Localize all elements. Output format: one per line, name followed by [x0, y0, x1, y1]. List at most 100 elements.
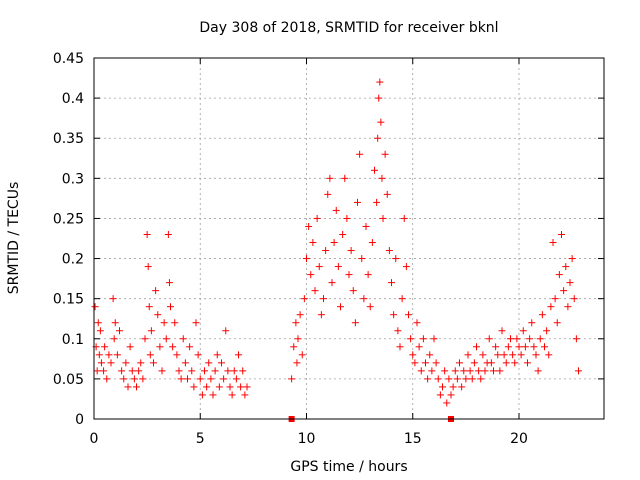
y-tick-label: 0.3: [62, 171, 84, 187]
y-tick-label: 0.35: [53, 131, 84, 147]
data-point: [428, 367, 436, 375]
data-point: [158, 367, 166, 375]
data-point: [100, 367, 108, 375]
data-point: [345, 271, 353, 279]
data-point: [113, 351, 121, 359]
data-point: [378, 174, 386, 182]
data-point: [334, 263, 342, 271]
data-point: [549, 239, 557, 247]
data-point: [572, 335, 580, 343]
data-point: [394, 327, 402, 335]
data-point: [379, 214, 387, 222]
data-point: [453, 375, 461, 383]
data-point: [130, 375, 138, 383]
data-point: [356, 150, 364, 158]
data-point: [373, 198, 381, 206]
data-point: [390, 311, 398, 319]
data-point: [560, 287, 568, 295]
data-point: [126, 343, 134, 351]
data-point: [424, 375, 432, 383]
data-point: [575, 367, 582, 375]
data-point: [532, 351, 540, 359]
data-point: [526, 335, 534, 343]
data-point: [411, 359, 419, 367]
data-point: [220, 375, 228, 383]
data-point: [434, 375, 442, 383]
data-point: [475, 367, 483, 375]
data-point: [141, 335, 149, 343]
data-point: [298, 351, 306, 359]
x-axis-label: GPS time / hours: [290, 459, 407, 475]
data-point: [169, 343, 177, 351]
data-point: [324, 190, 332, 198]
y-tick-label: 0.05: [53, 372, 84, 388]
data-point: [358, 255, 366, 263]
data-point: [156, 343, 164, 351]
data-point: [443, 399, 451, 407]
data-point: [96, 327, 104, 335]
data-point: [407, 335, 415, 343]
axis-ticks: [93, 57, 604, 420]
data-point: [196, 375, 204, 383]
data-point: [485, 335, 493, 343]
plot-frame: [93, 57, 605, 420]
data-point: [177, 375, 185, 383]
chart-title: Day 308 of 2018, SRMTID for receiver bkn…: [199, 20, 498, 36]
data-point: [328, 279, 336, 287]
data-point: [116, 327, 123, 335]
data-point: [430, 335, 438, 343]
x-tick-label: 20: [510, 431, 528, 447]
data-points: [91, 78, 582, 407]
data-point: [377, 118, 385, 126]
data-point: [362, 222, 370, 230]
data-point: [135, 367, 143, 375]
data-point: [150, 359, 157, 367]
data-point: [188, 367, 196, 375]
data-point: [487, 359, 495, 367]
data-point: [215, 383, 223, 391]
data-point: [536, 335, 544, 343]
data-point: [305, 222, 313, 230]
data-point: [201, 367, 208, 375]
data-point: [417, 367, 425, 375]
data-point: [120, 375, 128, 383]
data-point: [517, 351, 525, 359]
data-point: [218, 359, 225, 367]
data-point: [235, 351, 242, 359]
data-point: [107, 359, 115, 367]
y-tick-label: 0: [75, 412, 84, 428]
data-point: [528, 319, 536, 327]
data-point: [477, 375, 485, 383]
data-point: [341, 174, 349, 182]
data-point: [313, 214, 321, 222]
data-point: [432, 359, 440, 367]
data-point: [385, 247, 393, 255]
data-point: [376, 78, 384, 86]
data-point: [184, 375, 191, 383]
data-point: [93, 367, 101, 375]
data-point: [460, 367, 468, 375]
data-point: [415, 343, 423, 351]
y-tick-label: 0.1: [62, 332, 84, 348]
data-point: [111, 319, 119, 327]
data-point: [91, 303, 99, 311]
data-point: [211, 367, 219, 375]
data-point: [568, 255, 576, 263]
data-point: [558, 230, 565, 238]
data-point: [205, 359, 213, 367]
x-tick-label: 10: [298, 431, 316, 447]
data-point: [179, 335, 187, 343]
data-point: [530, 343, 538, 351]
data-point: [513, 335, 521, 343]
data-point: [481, 367, 489, 375]
data-point: [441, 367, 449, 375]
data-point: [564, 303, 572, 311]
data-point: [230, 367, 238, 375]
data-point: [545, 351, 553, 359]
data-point: [128, 367, 136, 375]
data-point: [224, 367, 232, 375]
data-point: [194, 351, 202, 359]
data-point: [426, 351, 434, 359]
data-point: [339, 230, 347, 238]
data-point: [371, 166, 378, 174]
